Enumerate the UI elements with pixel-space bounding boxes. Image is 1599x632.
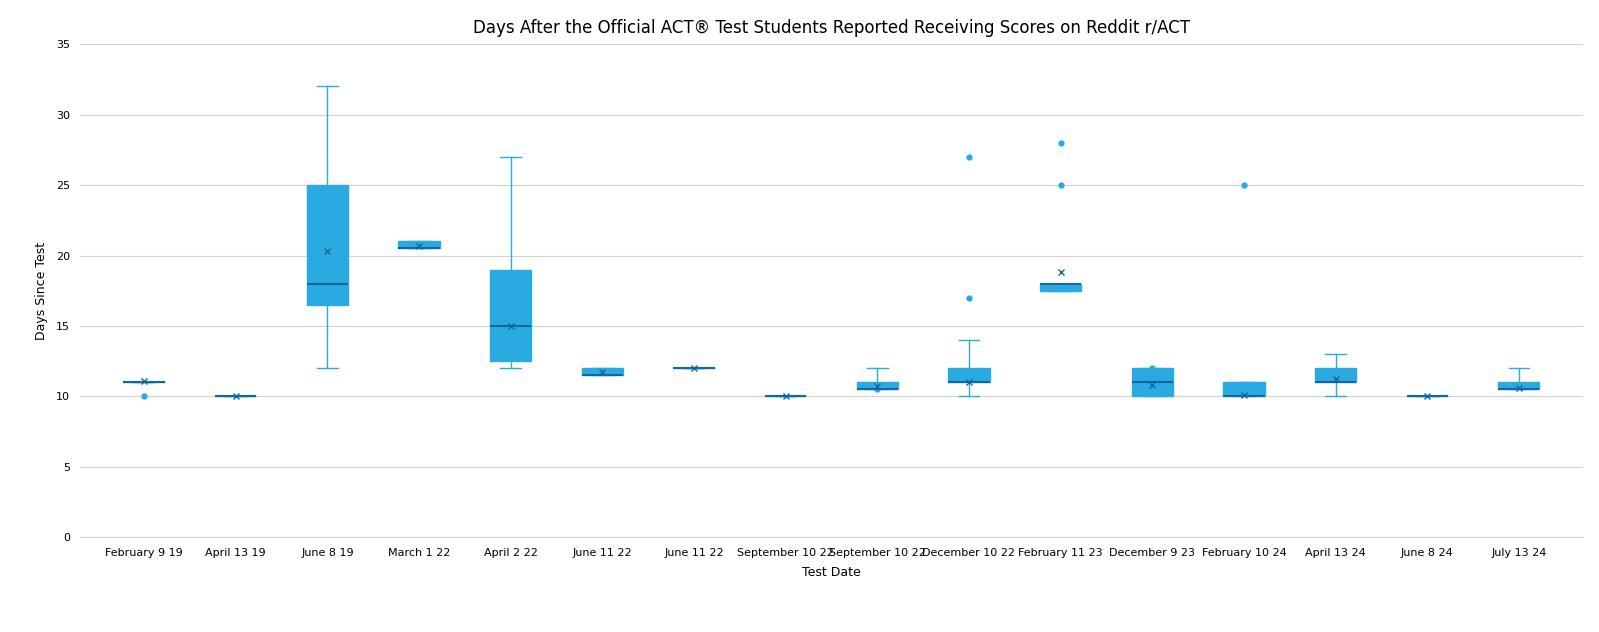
X-axis label: Test Date: Test Date xyxy=(803,566,860,579)
Title: Days After the Official ACT® Test Students Reported Receiving Scores on Reddit r: Days After the Official ACT® Test Studen… xyxy=(473,19,1190,37)
PathPatch shape xyxy=(1132,368,1174,396)
Y-axis label: Days Since Test: Days Since Test xyxy=(35,241,48,340)
PathPatch shape xyxy=(857,382,899,389)
PathPatch shape xyxy=(1314,368,1356,382)
PathPatch shape xyxy=(307,185,349,305)
PathPatch shape xyxy=(582,368,624,375)
PathPatch shape xyxy=(948,368,990,382)
PathPatch shape xyxy=(1223,382,1265,396)
PathPatch shape xyxy=(398,241,440,248)
PathPatch shape xyxy=(1039,284,1081,291)
PathPatch shape xyxy=(1498,382,1540,389)
PathPatch shape xyxy=(489,270,531,361)
